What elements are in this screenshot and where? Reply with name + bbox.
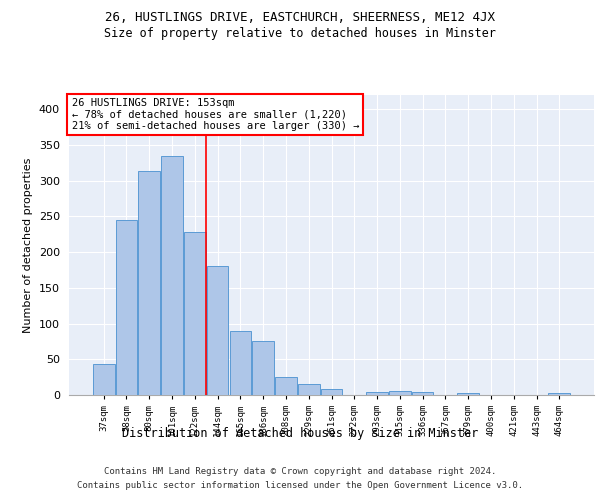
Bar [207,266,229,395]
Bar [366,392,388,395]
Text: Contains HM Land Registry data © Crown copyright and database right 2024.: Contains HM Land Registry data © Crown c… [104,468,496,476]
Bar [184,232,206,395]
Bar [412,392,433,395]
Bar [139,172,160,395]
Bar [116,220,137,395]
Bar [275,377,297,395]
Text: Distribution of detached houses by size in Minster: Distribution of detached houses by size … [122,428,478,440]
Bar [161,156,183,395]
Text: Size of property relative to detached houses in Minster: Size of property relative to detached ho… [104,28,496,40]
Text: 26, HUSTLINGS DRIVE, EASTCHURCH, SHEERNESS, ME12 4JX: 26, HUSTLINGS DRIVE, EASTCHURCH, SHEERNE… [105,11,495,24]
Bar [548,393,570,395]
Y-axis label: Number of detached properties: Number of detached properties [23,158,33,332]
Bar [320,388,343,395]
Bar [389,392,410,395]
Text: 26 HUSTLINGS DRIVE: 153sqm
← 78% of detached houses are smaller (1,220)
21% of s: 26 HUSTLINGS DRIVE: 153sqm ← 78% of deta… [71,98,359,131]
Text: Contains public sector information licensed under the Open Government Licence v3: Contains public sector information licen… [77,481,523,490]
Bar [457,393,479,395]
Bar [93,364,115,395]
Bar [230,330,251,395]
Bar [253,342,274,395]
Bar [298,384,320,395]
